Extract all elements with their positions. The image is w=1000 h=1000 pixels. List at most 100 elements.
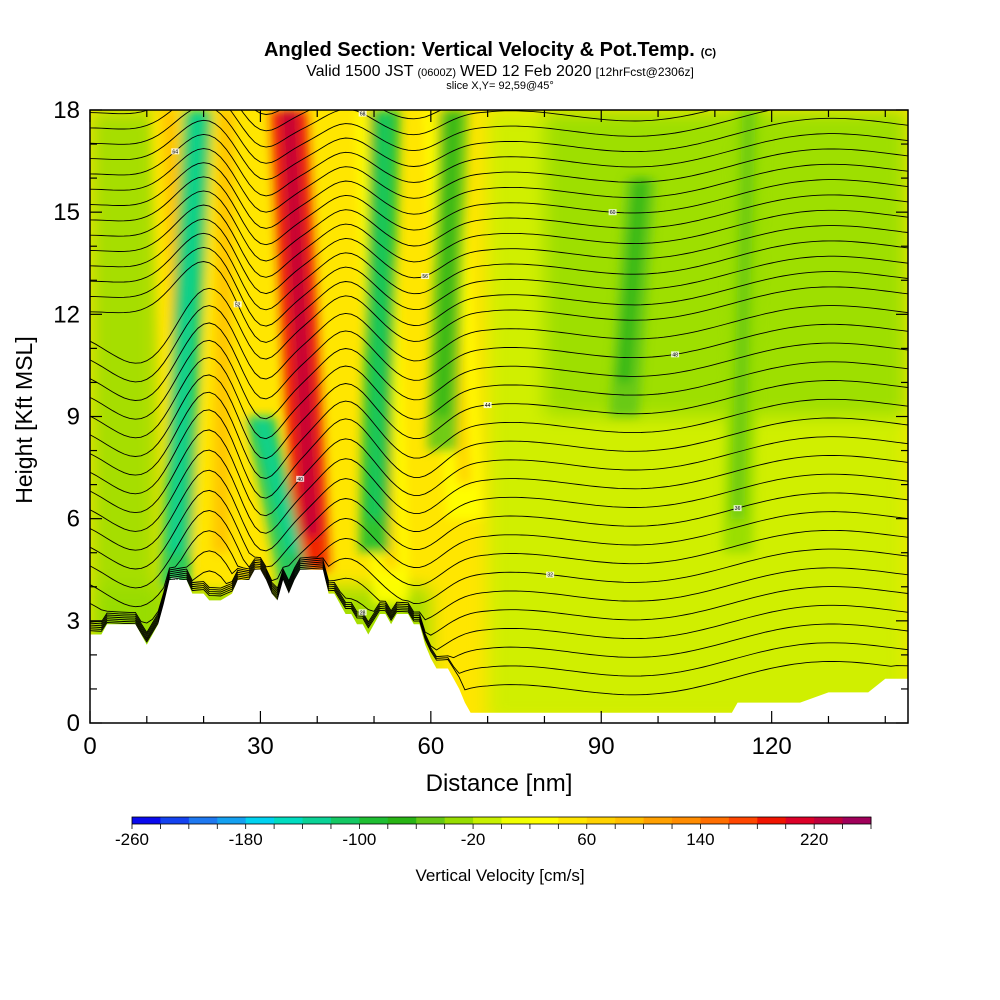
colorbar-segment bbox=[643, 817, 673, 824]
isentrope-line bbox=[90, 232, 908, 311]
isentrope-line bbox=[90, 374, 908, 460]
isentrope-line bbox=[90, 176, 908, 246]
colorbar-segment bbox=[359, 817, 389, 824]
subtitle-forecast: [12hrFcst@2306z] bbox=[596, 65, 694, 79]
colorbar-segment bbox=[529, 817, 559, 824]
chart-title: Angled Section: Vertical Velocity & Pot.… bbox=[264, 39, 716, 61]
colorbar-segment bbox=[274, 817, 304, 824]
isentrope-label-bg bbox=[483, 402, 492, 409]
isentrope-label: 48 bbox=[672, 352, 678, 358]
field-region bbox=[544, 110, 908, 417]
colorbar-segment bbox=[842, 817, 872, 824]
y-tick-label: 9 bbox=[67, 404, 80, 431]
subtitle-utc: (0600Z) bbox=[417, 67, 456, 79]
isentrope-label: 56 bbox=[422, 274, 428, 280]
downdraft-core bbox=[730, 110, 756, 519]
y-tick-label: 3 bbox=[67, 608, 80, 635]
colorbar-segment bbox=[245, 817, 275, 824]
isentrope-line bbox=[90, 563, 908, 651]
isentrope-contours: 242832364044485256606468 bbox=[90, 110, 908, 696]
isentrope-label: 28 bbox=[360, 610, 366, 616]
isentrope-label: 68 bbox=[360, 112, 366, 118]
isentrope-line bbox=[90, 559, 908, 634]
isentrope-label-bg bbox=[358, 609, 367, 616]
isentrope-line bbox=[90, 529, 908, 608]
isentrope-line bbox=[90, 449, 908, 534]
subtitle-valid: Valid 1500 JST bbox=[306, 63, 414, 80]
x-tick-label: 120 bbox=[752, 733, 792, 760]
colorbar-segment bbox=[302, 817, 332, 824]
colorbar-tick-label: -100 bbox=[342, 830, 376, 849]
colorbar-segment bbox=[501, 817, 531, 824]
colorbar-segment bbox=[728, 817, 758, 824]
isentrope-line bbox=[90, 110, 908, 164]
colorbar-tick-label: 60 bbox=[577, 830, 596, 849]
y-axis-label: Height [Kft MSL] bbox=[11, 336, 37, 503]
y-tick-label: 15 bbox=[53, 199, 80, 226]
colorbar-segment bbox=[757, 817, 787, 824]
isentrope-label: 64 bbox=[172, 149, 178, 155]
isentrope-line bbox=[90, 286, 908, 364]
x-tick-label: 30 bbox=[247, 733, 274, 760]
x-tick-label: 90 bbox=[588, 733, 615, 760]
downdraft-core bbox=[367, 110, 392, 519]
isentrope-label: 44 bbox=[485, 403, 491, 409]
colorbar-segment bbox=[160, 817, 190, 824]
x-axis-label: Distance [nm] bbox=[426, 770, 573, 797]
colorbar-segment bbox=[814, 817, 844, 824]
subtitle-date: WED 12 Feb 2020 bbox=[460, 63, 592, 80]
y-tick-label: 12 bbox=[53, 301, 80, 328]
isentrope-label-bg bbox=[733, 505, 742, 512]
y-tick-label: 6 bbox=[67, 506, 80, 533]
terrain-mask bbox=[90, 569, 908, 723]
isentrope-line bbox=[90, 162, 908, 229]
isentrope-line bbox=[90, 569, 908, 696]
colorbar-segment bbox=[444, 817, 474, 824]
downdraft-core bbox=[617, 178, 648, 383]
chart-subtitle-slice: slice X,Y= 92,59@45° bbox=[446, 80, 554, 92]
chart-title-unit: (C) bbox=[701, 47, 717, 59]
x-tick-label: 0 bbox=[83, 733, 96, 760]
x-tick-label: 60 bbox=[417, 733, 444, 760]
colorbar: -260 -180 -100 -20 60 140 220 bbox=[115, 816, 872, 849]
colorbar-segment bbox=[672, 817, 701, 824]
isentrope-line bbox=[90, 148, 908, 213]
updraft-core bbox=[212, 110, 235, 553]
isentrope-line bbox=[90, 409, 908, 499]
isentrope-label-bg bbox=[608, 209, 617, 216]
plot-area: 242832364044485256606468 bbox=[90, 110, 908, 723]
colorbar-tick-label: -180 bbox=[229, 830, 263, 849]
isentrope-label-bg bbox=[233, 301, 242, 308]
isentrope-line bbox=[90, 246, 908, 327]
isentrope-label-bg bbox=[358, 110, 367, 117]
isentrope-label-bg bbox=[171, 148, 180, 155]
downdraft-core bbox=[253, 416, 302, 553]
isentrope-label: 60 bbox=[610, 210, 616, 216]
colorbar-segment bbox=[558, 817, 588, 824]
isentrope-line bbox=[90, 110, 713, 148]
chart-subtitle: Valid 1500 JST (0600Z) WED 12 Feb 2020 [12h… bbox=[306, 63, 694, 80]
colorbar-segment bbox=[586, 817, 616, 824]
isentrope-line bbox=[90, 565, 908, 659]
colorbar-segment bbox=[217, 817, 247, 824]
isentrope-line bbox=[90, 561, 908, 636]
isentrope-label: 32 bbox=[547, 573, 553, 579]
isentrope-line bbox=[90, 339, 908, 420]
downdraft-core bbox=[168, 110, 205, 553]
isentrope-line bbox=[90, 305, 908, 383]
isentrope-line bbox=[90, 489, 908, 570]
x-axis: 0 30 60 90 120 bbox=[83, 110, 886, 760]
colorbar-segment bbox=[188, 817, 218, 824]
isentrope-label: 52 bbox=[235, 302, 241, 308]
isentrope-label: 40 bbox=[297, 477, 303, 483]
colorbar-segment bbox=[473, 817, 502, 824]
colorbar-tick-label: -20 bbox=[461, 830, 486, 849]
updraft-core bbox=[280, 110, 320, 536]
colorbar-segment bbox=[330, 817, 360, 824]
isentrope-label-bg bbox=[421, 273, 430, 280]
isentrope-line bbox=[90, 469, 908, 552]
isentrope-line bbox=[90, 204, 908, 278]
field-bands bbox=[151, 110, 764, 604]
colorbar-tick-label: 140 bbox=[686, 830, 714, 849]
